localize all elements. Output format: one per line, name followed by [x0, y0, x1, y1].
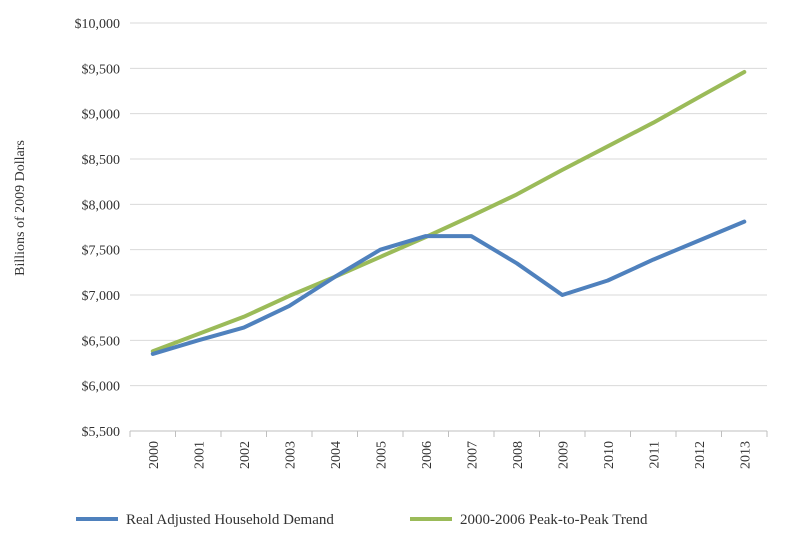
y-tick-label: $8,500	[82, 153, 121, 168]
legend-label: 2000-2006 Peak-to-Peak Trend	[460, 512, 648, 528]
y-tick-label: $7,000	[82, 289, 121, 304]
x-tick-label: 2008	[511, 441, 526, 469]
series-lines	[150, 70, 747, 356]
y-tick-label: $6,000	[82, 380, 121, 395]
legend: Real Adjusted Household Demand 2000-2006 …	[76, 512, 648, 528]
x-tick-label: 2000	[147, 441, 162, 469]
x-tick-label: 2001	[192, 441, 207, 469]
x-tick-label: 2012	[693, 441, 708, 469]
x-axis-ticks: 2000 2001 2002 2003 2004 2005 2006 2007 2008 2009…	[129, 431, 768, 469]
y-tick-label: $9,500	[82, 62, 121, 77]
x-tick-label: 2006	[420, 441, 435, 469]
x-tick-label: 2007	[465, 441, 480, 469]
x-tick-label: 2011	[647, 441, 662, 468]
series-line-peak-trend	[150, 70, 747, 354]
x-tick-label: 2013	[738, 441, 753, 469]
series-line-household-demand	[150, 219, 747, 356]
y-tick-label: $10,000	[75, 17, 121, 32]
y-tick-label: $7,500	[82, 244, 121, 259]
y-tick-label: $5,500	[82, 425, 121, 440]
x-tick-label: 2003	[283, 441, 298, 469]
legend-label: Real Adjusted Household Demand	[126, 512, 334, 528]
x-tick-label: 2010	[602, 441, 617, 469]
x-tick-label: 2002	[238, 441, 253, 469]
x-tick-label: 2009	[556, 441, 571, 469]
y-tick-label: $8,000	[82, 198, 121, 213]
y-tick-label: $9,000	[82, 108, 121, 123]
x-tick-label: 2005	[374, 441, 389, 469]
y-axis-ticks: $5,500 $6,000 $6,500 $7,000 $7,500 $8,000 $8,5…	[75, 17, 121, 440]
y-tick-label: $6,500	[82, 334, 121, 349]
gridlines	[130, 22, 767, 432]
y-axis-title: Billions of 2009 Dollars	[13, 140, 28, 276]
x-tick-label: 2004	[329, 441, 344, 469]
